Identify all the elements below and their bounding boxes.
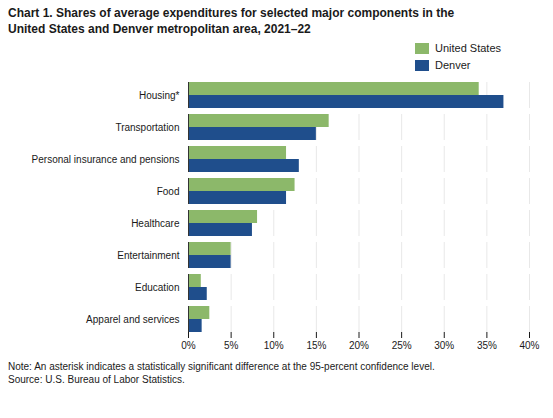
svg-text:Transportation: Transportation — [115, 121, 179, 132]
svg-text:20%: 20% — [349, 339, 369, 350]
svg-text:40%: 40% — [519, 339, 539, 350]
svg-text:35%: 35% — [477, 339, 497, 350]
svg-text:Entertainment: Entertainment — [117, 249, 179, 260]
svg-text:Education: Education — [135, 281, 179, 292]
svg-text:Housing*: Housing* — [139, 89, 180, 100]
svg-text:Healthcare: Healthcare — [131, 217, 180, 228]
html-text:Note: An asterisk indicates a: Note: An asterisk indicates a statistica… — [8, 360, 435, 386]
html-text:Chart 1. Shares of average exp: Chart 1. Shares of average expenditures … — [8, 6, 455, 36]
svg-text:5%: 5% — [224, 339, 239, 350]
svg-text:Personal insurance and pension: Personal insurance and pensions — [32, 153, 180, 164]
svg-text:Apparel and services: Apparel and services — [86, 313, 179, 324]
svg-text:30%: 30% — [434, 339, 454, 350]
svg-text:15%: 15% — [306, 339, 326, 350]
html-text:United States: United States — [435, 42, 501, 55]
svg-text:Food: Food — [157, 185, 180, 196]
svg-text:10%: 10% — [264, 339, 284, 350]
svg-text:25%: 25% — [392, 339, 412, 350]
svg-text:0%: 0% — [181, 339, 196, 350]
html-text:Denver: Denver — [435, 59, 471, 72]
